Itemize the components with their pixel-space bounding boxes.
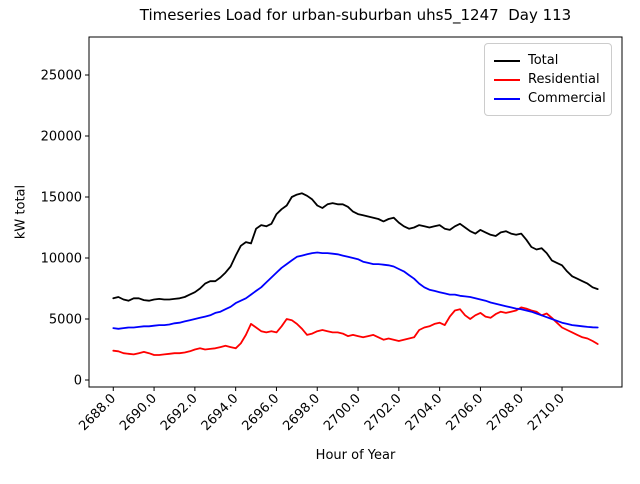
x-tick-label: 2698.0 — [280, 391, 323, 434]
series-line-commercial — [112, 251, 599, 330]
y-tick-label: 5000 — [49, 312, 82, 327]
legend-label-total: Total — [528, 53, 559, 68]
y-tick-label: 10000 — [41, 251, 82, 266]
x-tick-label: 2696.0 — [240, 391, 283, 434]
x-tick-label: 2706.0 — [443, 391, 486, 434]
series-line-residential — [112, 306, 599, 356]
x-tick-label: 2708.0 — [484, 391, 527, 434]
plot-border — [88, 36, 623, 388]
legend-line-total — [494, 59, 520, 62]
x-tick-label: 2700.0 — [321, 391, 364, 434]
x-tick-label: 2690.0 — [117, 391, 160, 434]
y-tick-label: 25000 — [41, 69, 82, 84]
series-line-total — [112, 192, 599, 302]
chart-title: Timeseries Load for urban-suburban uhs5_… — [139, 6, 572, 24]
legend-entry-commercial: Commercial — [494, 89, 606, 108]
legend-line-commercial — [494, 97, 520, 100]
x-tick-label: 2710.0 — [525, 391, 568, 434]
y-tick-label: 0 — [74, 373, 82, 388]
legend-label-residential: Residential — [528, 72, 600, 87]
legend: Total Residential Commercial — [484, 43, 612, 116]
x-tick-label: 2702.0 — [362, 391, 405, 434]
x-tick-label: 2692.0 — [158, 391, 201, 434]
legend-entry-residential: Residential — [494, 70, 602, 89]
x-tick-label: 2694.0 — [199, 391, 242, 434]
x-axis-label: Hour of Year — [315, 448, 396, 463]
y-axis-label: kW total — [13, 184, 29, 240]
legend-line-residential — [494, 78, 520, 81]
y-tick-label: 15000 — [41, 191, 82, 206]
x-tick-label: 2704.0 — [403, 391, 446, 434]
x-tick-label: 2688.0 — [76, 391, 119, 434]
y-tick-label: 20000 — [41, 130, 82, 145]
legend-label-commercial: Commercial — [528, 91, 606, 106]
legend-entry-total: Total — [494, 51, 602, 70]
